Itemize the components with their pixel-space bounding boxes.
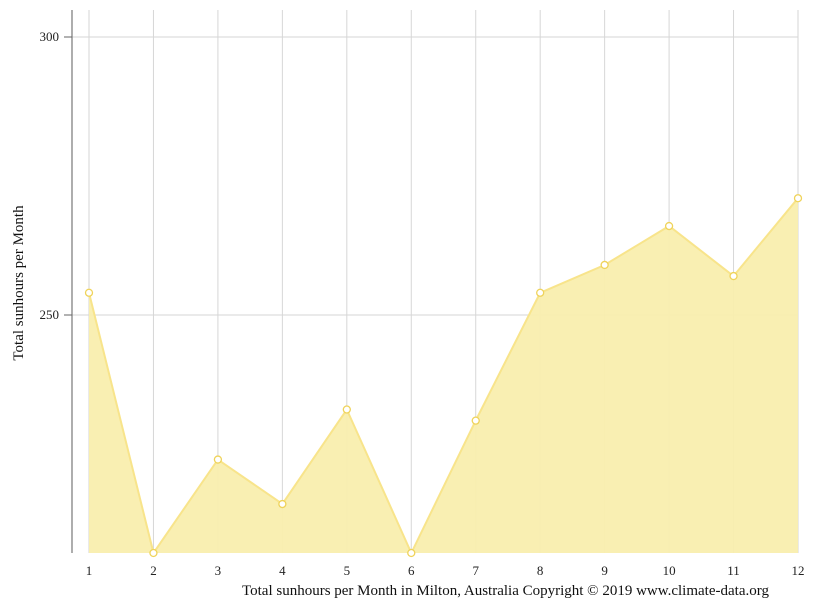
x-tick-label-4: 4 xyxy=(279,563,286,578)
data-points xyxy=(84,194,803,558)
x-axis-ticks: 1 2 3 4 5 6 7 8 9 10 11 12 xyxy=(86,563,805,578)
y-axis-ticks: 250 300 xyxy=(40,29,72,322)
x-tick-label-2: 2 xyxy=(150,563,157,578)
data-point-2 xyxy=(149,548,158,558)
x-tick-label-10: 10 xyxy=(663,563,676,578)
chart-caption: Total sunhours per Month in Milton, Aust… xyxy=(242,583,769,599)
data-point-1 xyxy=(84,288,94,297)
x-tick-label-8: 8 xyxy=(537,563,544,578)
data-point-3 xyxy=(213,455,223,464)
data-point-11 xyxy=(729,271,738,281)
data-point-6 xyxy=(407,548,416,558)
x-tick-label-5: 5 xyxy=(344,563,351,578)
data-point-9 xyxy=(600,260,609,270)
x-tick-label-7: 7 xyxy=(472,563,479,578)
data-point-8 xyxy=(536,288,545,297)
sunhours-line xyxy=(88,197,799,556)
data-point-10 xyxy=(664,221,674,231)
data-point-5 xyxy=(342,405,351,414)
x-tick-label-12: 12 xyxy=(792,563,805,578)
sunhours-area xyxy=(89,198,798,553)
y-tick-label-250: 250 xyxy=(40,307,60,322)
x-tick-label-3: 3 xyxy=(215,563,222,578)
x-tick-label-9: 9 xyxy=(601,563,608,578)
x-tick-label-11: 11 xyxy=(727,563,740,578)
data-point-4 xyxy=(278,499,287,509)
x-tick-label-1: 1 xyxy=(86,563,93,578)
y-tick-label-300: 300 xyxy=(40,29,60,44)
data-point-7 xyxy=(471,416,480,425)
x-tick-label-6: 6 xyxy=(408,563,415,578)
y-axis-title: Total sunhours per Month xyxy=(11,205,27,361)
data-point-12 xyxy=(793,194,803,203)
